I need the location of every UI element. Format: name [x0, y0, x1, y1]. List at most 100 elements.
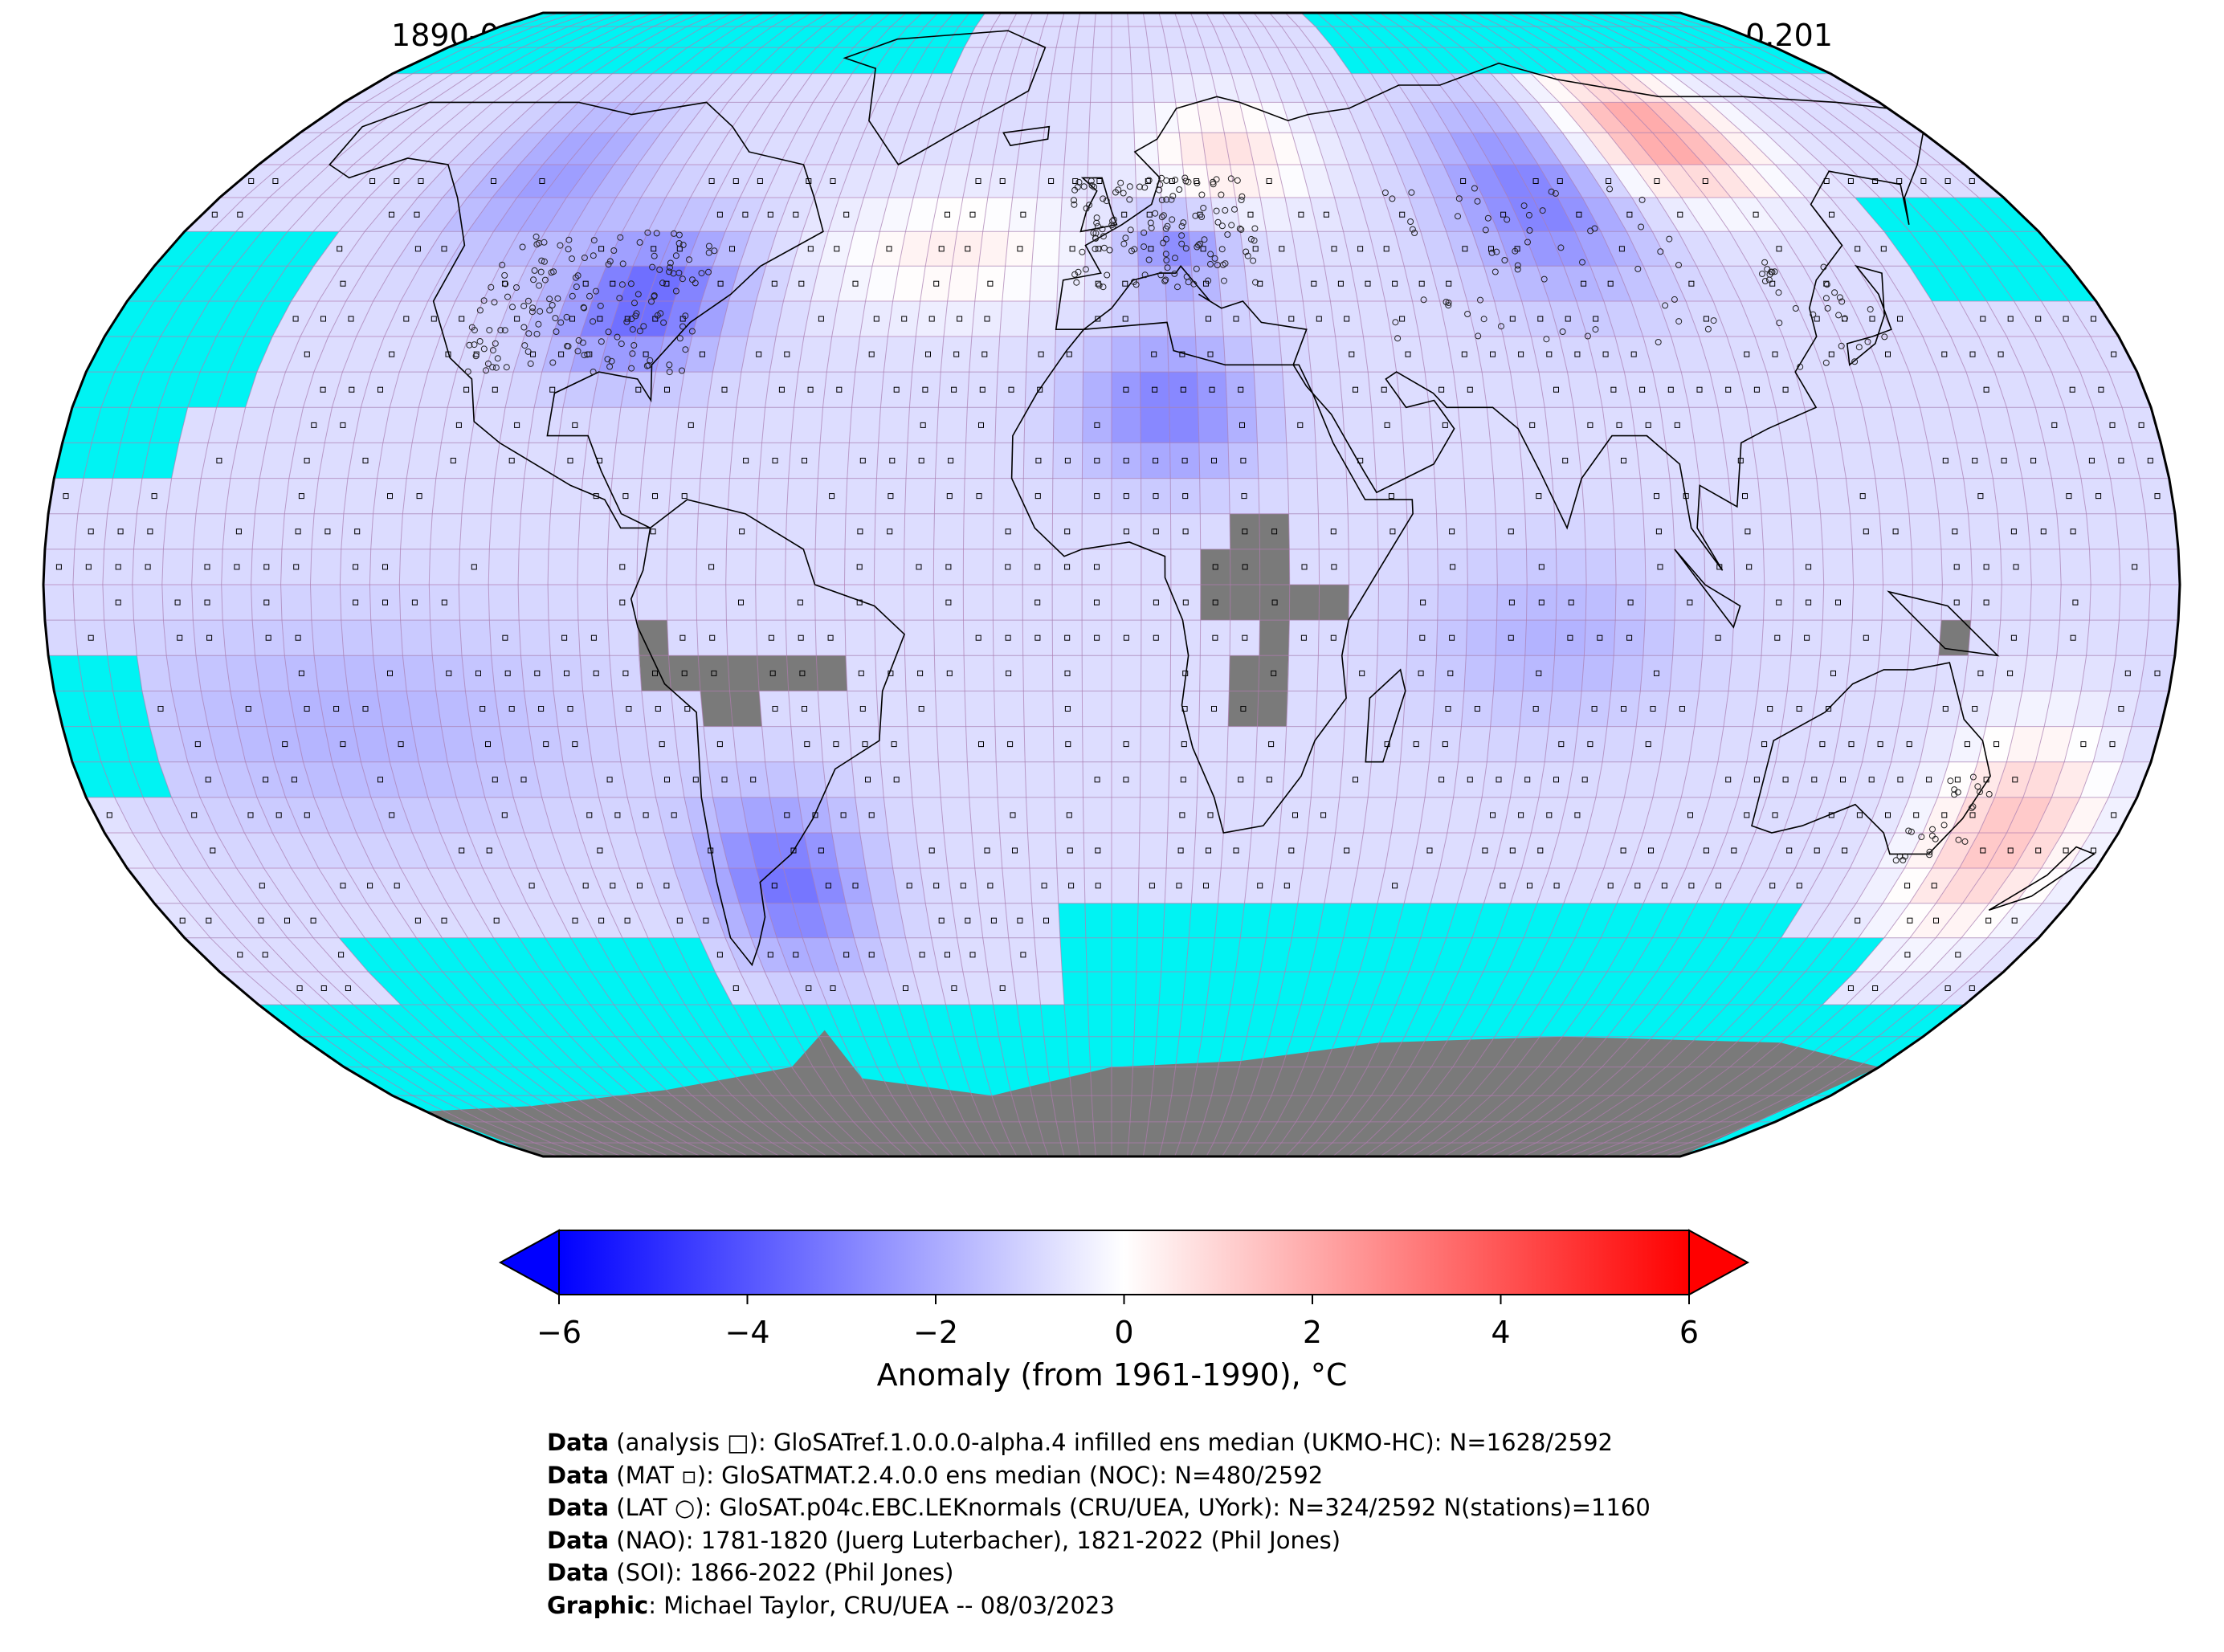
anomaly-cell — [447, 133, 504, 165]
anomaly-cell — [671, 443, 704, 479]
anomaly-cell — [416, 198, 467, 232]
anomaly-cell — [1850, 513, 1883, 549]
anomaly-cell — [166, 655, 202, 691]
observation-marker — [1536, 493, 1542, 500]
anomaly-cell — [2145, 620, 2179, 656]
station-marker — [1218, 191, 1225, 198]
anomaly-cell — [1378, 549, 1409, 585]
station-marker — [1765, 276, 1773, 283]
observation-marker — [721, 777, 728, 783]
anomaly-cell — [1652, 231, 1697, 267]
anomaly-cell — [701, 266, 740, 301]
station-marker — [1169, 216, 1176, 223]
observation-marker — [2035, 316, 2042, 322]
station-marker — [686, 256, 692, 263]
observation-marker — [1621, 706, 1626, 712]
anomaly-cell — [777, 198, 814, 232]
anomaly-cell — [1517, 133, 1562, 165]
anomaly-cell — [1802, 266, 1851, 301]
credit-line: Data (NAO): 1781-1820 (Juerg Luterbacher… — [547, 1524, 1651, 1557]
observation-marker — [951, 386, 957, 393]
anomaly-cell — [384, 301, 428, 337]
anomaly-cell — [667, 620, 699, 656]
anomaly-cell — [1669, 655, 1703, 691]
station-marker — [1244, 252, 1251, 259]
meridian-line — [1506, 13, 1855, 1156]
anomaly-cell — [1491, 73, 1538, 103]
observation-marker — [1067, 847, 1073, 854]
station-marker — [464, 368, 471, 375]
observation-marker — [1941, 351, 1948, 357]
anomaly-cell — [1823, 761, 1863, 797]
anomaly-cell — [616, 726, 650, 762]
anomaly-cell — [728, 868, 766, 904]
anomaly-cell — [1681, 761, 1718, 797]
anomaly-cell — [1066, 102, 1091, 133]
anomaly-cell — [1908, 513, 1941, 549]
anomaly-cell — [1214, 231, 1245, 267]
anomaly-cell — [726, 513, 757, 549]
station-marker — [682, 346, 689, 353]
anomaly-cell — [1425, 372, 1459, 408]
observation-marker — [1744, 351, 1750, 357]
anomaly-cell — [1855, 937, 1910, 972]
anomaly-cell — [1790, 513, 1823, 549]
anomaly-cell — [993, 620, 1023, 656]
anomaly-cell — [520, 478, 554, 514]
anomaly-cell — [1493, 478, 1525, 514]
observation-marker — [1240, 458, 1247, 463]
anomaly-cell — [692, 301, 729, 337]
observation-marker — [1983, 386, 1989, 393]
observation-marker — [275, 812, 282, 818]
observation-marker — [840, 812, 847, 818]
observation-marker — [1737, 458, 1744, 463]
observation-marker — [946, 670, 953, 676]
anomaly-cell — [447, 761, 485, 797]
anomaly-cell — [638, 102, 685, 133]
meridian-line — [1051, 13, 1081, 1156]
anomaly-cell — [846, 478, 877, 514]
observation-marker — [1247, 211, 1254, 218]
meridian-line — [1443, 13, 1736, 1156]
anomaly-cell — [1148, 47, 1172, 74]
observation-marker — [1872, 178, 1879, 184]
anomaly-cell — [513, 797, 553, 833]
observation-marker — [1855, 917, 1861, 924]
anomaly-cell — [1937, 372, 1978, 408]
observation-marker — [369, 178, 376, 184]
anomaly-cell — [1617, 868, 1659, 904]
anomaly-cell — [251, 585, 282, 621]
anomaly-cell — [1284, 407, 1316, 443]
anomaly-cell — [888, 833, 920, 868]
anomaly-cell — [1617, 266, 1659, 301]
anomaly-cell — [905, 937, 939, 972]
anomaly-cell — [874, 620, 905, 656]
anomaly-cell — [1495, 133, 1539, 165]
station-marker — [1776, 320, 1783, 327]
anomaly-cell — [1463, 655, 1496, 691]
anomaly-cell — [818, 443, 850, 479]
station-marker — [644, 229, 651, 236]
anomaly-cell — [1516, 726, 1549, 762]
observation-marker — [1557, 178, 1563, 184]
observation-marker — [1626, 211, 1633, 218]
station-marker — [1185, 178, 1192, 186]
anomaly-cell — [1189, 231, 1218, 267]
anomaly-cell — [2006, 407, 2045, 443]
anomaly-cell — [880, 761, 912, 797]
anomaly-cell — [1051, 47, 1075, 74]
anomaly-cell — [874, 585, 904, 621]
observation-marker — [716, 952, 723, 958]
station-marker — [524, 348, 532, 355]
observation-marker — [1181, 706, 1188, 712]
anomaly-cell — [1112, 27, 1130, 48]
observation-marker — [827, 634, 834, 641]
observation-marker — [340, 280, 346, 287]
station-marker — [645, 361, 652, 369]
anomaly-cell — [1798, 165, 1855, 198]
anomaly-cell — [938, 972, 969, 1005]
anomaly-cell — [1549, 833, 1588, 868]
meridian-line — [1206, 13, 1291, 1156]
station-marker — [1543, 336, 1550, 343]
observation-marker — [2007, 847, 2014, 854]
